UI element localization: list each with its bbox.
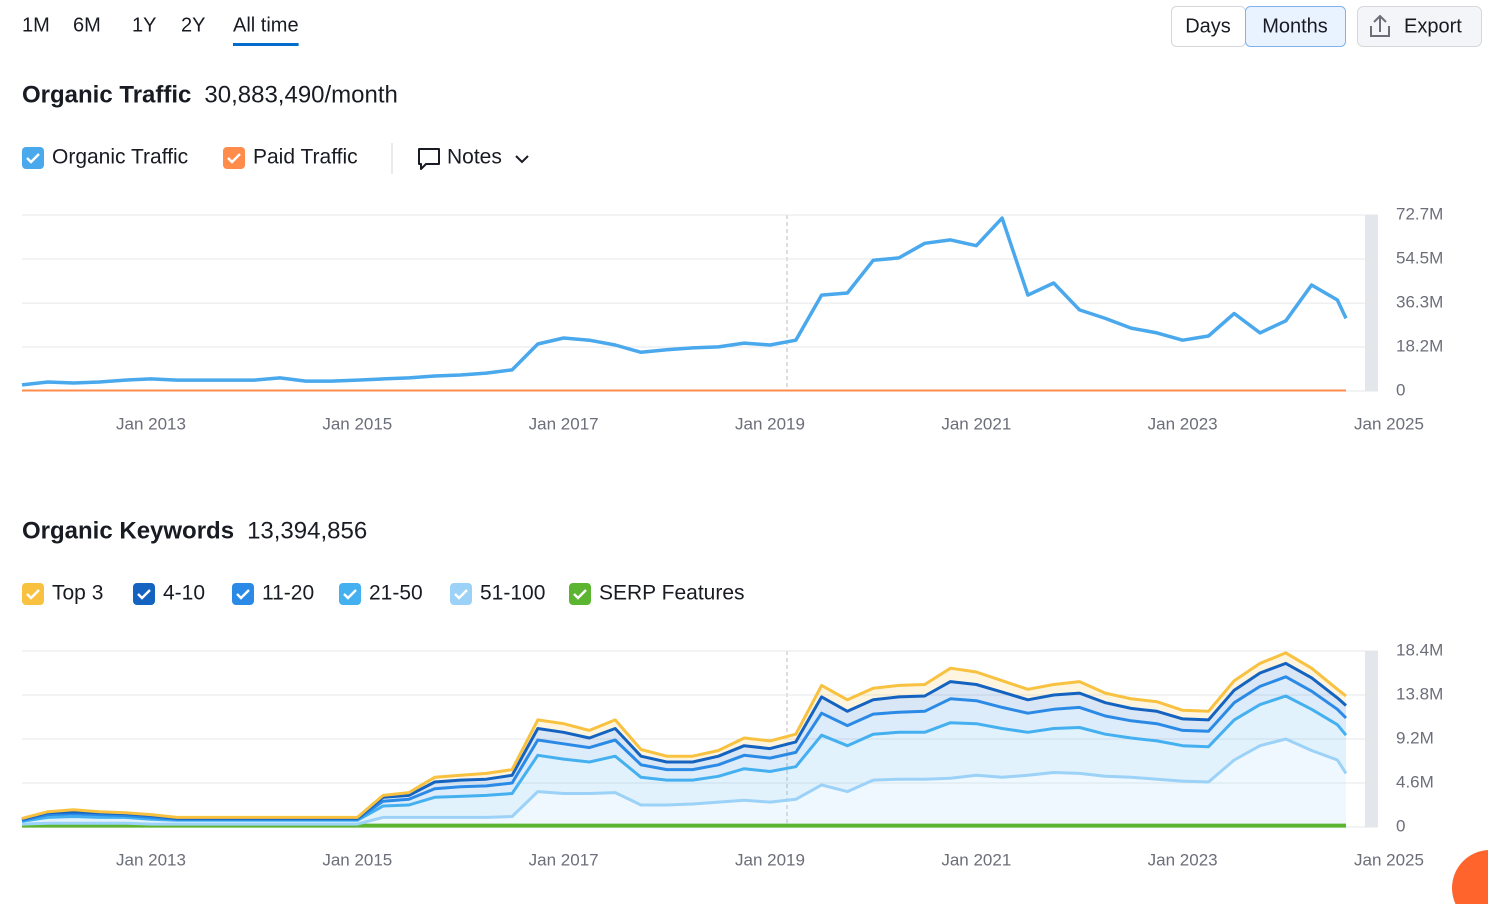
legend-label[interactable]: Paid Traffic <box>253 146 358 169</box>
y-tick-label: 18.4M <box>1396 640 1443 659</box>
area-fill <box>22 663 1346 821</box>
legend-label[interactable]: Organic Traffic <box>52 146 188 169</box>
y-tick-label: 9.2M <box>1396 728 1434 747</box>
legend-checkbox-mark[interactable] <box>236 589 250 600</box>
help-button[interactable] <box>1452 850 1488 904</box>
x-tick-label: Jan 2019 <box>735 414 805 433</box>
x-tick-label: Jan 2015 <box>322 414 392 433</box>
y-tick-label: 36.3M <box>1396 293 1443 312</box>
legend-checkbox[interactable] <box>133 583 155 605</box>
export-icon[interactable] <box>1370 14 1390 37</box>
legend-label[interactable]: Top 3 <box>52 582 103 605</box>
range-button[interactable]: 1Y <box>132 14 156 36</box>
legend-checkbox-mark[interactable] <box>26 589 40 600</box>
range-button[interactable]: 2Y <box>181 14 205 36</box>
x-tick-label: Jan 2025 <box>1354 850 1424 869</box>
legend-checkbox[interactable] <box>232 583 254 605</box>
x-tick-label: Jan 2013 <box>116 850 186 869</box>
y-tick-label: 13.8M <box>1396 684 1443 703</box>
chart-title: Organic Traffic <box>22 81 191 108</box>
y-tick-label: 0 <box>1396 380 1405 399</box>
legend-checkbox[interactable] <box>569 583 591 605</box>
legend-checkbox-mark[interactable] <box>137 589 151 600</box>
range-button[interactable]: 1M <box>22 14 50 36</box>
export-label[interactable]: Export <box>1404 15 1462 37</box>
x-tick-label: Jan 2021 <box>941 414 1011 433</box>
x-tick-label: Jan 2017 <box>529 850 599 869</box>
legend-checkbox[interactable] <box>22 147 44 169</box>
chart-title: Organic Keywords <box>22 517 234 544</box>
x-tick-label: Jan 2013 <box>116 414 186 433</box>
y-tick-label: 54.5M <box>1396 249 1443 268</box>
notes-chevron[interactable] <box>515 155 529 164</box>
granularity-label[interactable]: Months <box>1262 15 1328 37</box>
granularity-button[interactable] <box>1245 6 1346 47</box>
range-button[interactable]: 6M <box>73 14 101 36</box>
x-tick-label: Jan 2021 <box>941 850 1011 869</box>
legend-checkbox[interactable] <box>339 583 361 605</box>
legend-checkbox[interactable] <box>22 583 44 605</box>
legend-label[interactable]: 4-10 <box>163 582 205 605</box>
chart-subtitle: 13,394,856 <box>247 517 367 544</box>
legend-label[interactable]: 21-50 <box>369 582 423 605</box>
x-tick-label: Jan 2023 <box>1148 850 1218 869</box>
y-tick-label: 4.6M <box>1396 772 1434 791</box>
series-line <box>21 737 1348 826</box>
legend-label[interactable]: SERP Features <box>599 582 745 605</box>
x-tick-label: Jan 2017 <box>529 414 599 433</box>
notes-icon[interactable] <box>418 148 440 170</box>
legend-checkbox[interactable] <box>223 147 245 169</box>
range-button[interactable]: All time <box>233 14 299 36</box>
x-tick-label: Jan 2023 <box>1148 414 1218 433</box>
granularity-label[interactable]: Days <box>1185 15 1231 37</box>
x-tick-label: Jan 2025 <box>1354 414 1424 433</box>
series-line <box>21 216 1348 387</box>
chart-subtitle: 30,883,490/month <box>204 81 398 108</box>
y-tick-label: 0 <box>1396 816 1405 835</box>
range-underline <box>233 43 299 46</box>
legend-checkbox-mark[interactable] <box>454 589 468 600</box>
legend-checkbox[interactable] <box>450 583 472 605</box>
notes-label[interactable]: Notes <box>447 146 502 169</box>
x-tick-label: Jan 2015 <box>322 850 392 869</box>
area-fill <box>22 739 1346 827</box>
y-tick-label: 18.2M <box>1396 336 1443 355</box>
legend-checkbox-mark[interactable] <box>227 153 241 164</box>
area-fill <box>22 696 1346 825</box>
y-tick-label: 72.7M <box>1396 204 1443 223</box>
legend-checkbox-mark[interactable] <box>573 589 587 600</box>
legend-checkbox-mark[interactable] <box>343 589 357 600</box>
area-fill <box>22 676 1346 822</box>
legend-label[interactable]: 51-100 <box>480 582 545 605</box>
legend-checkbox-mark[interactable] <box>26 153 40 164</box>
legend-label[interactable]: 11-20 <box>262 582 314 605</box>
series-line <box>21 651 1347 820</box>
x-tick-label: Jan 2019 <box>735 850 805 869</box>
